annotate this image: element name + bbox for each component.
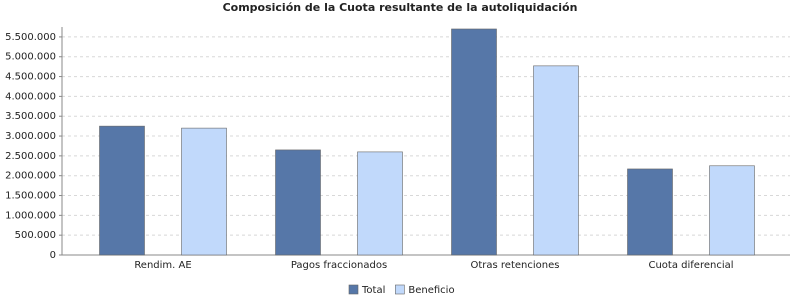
- legend-label: Total: [361, 285, 385, 296]
- y-tick-label: 4.000.000: [5, 91, 56, 102]
- legend-swatch: [395, 284, 405, 295]
- y-tick-label: 4.500.000: [5, 72, 56, 83]
- x-tick-label: Cuota diferencial: [648, 260, 733, 271]
- y-tick-label: 3.000.000: [5, 131, 56, 142]
- x-tick-label: Rendim. AE: [134, 260, 191, 271]
- bar: [275, 149, 321, 256]
- bar: [451, 28, 497, 256]
- bar: [181, 127, 227, 256]
- y-tick-label: 5.000.000: [5, 52, 56, 63]
- x-tick-label: Otras retenciones: [471, 260, 560, 271]
- y-tick-label: 5.500.000: [5, 32, 56, 43]
- y-tick-label: 2.000.000: [5, 171, 56, 182]
- bar: [533, 65, 579, 256]
- bar: [357, 151, 403, 256]
- y-tick-label: 3.500.000: [5, 111, 56, 122]
- y-tick-label: 500.000: [15, 230, 56, 241]
- x-tick-label: Pagos fraccionados: [291, 260, 387, 271]
- bar: [99, 125, 145, 256]
- legend-label: Beneficio: [408, 285, 454, 296]
- chart-title: Composición de la Cuota resultante de la…: [223, 1, 578, 14]
- y-tick-label: 0: [50, 250, 56, 261]
- y-tick-label: 2.500.000: [5, 151, 56, 162]
- bar: [627, 168, 673, 256]
- y-tick-label: 1.000.000: [5, 210, 56, 221]
- legend-swatch: [348, 284, 359, 295]
- bar: [709, 165, 755, 256]
- y-tick-label: 1.500.000: [5, 191, 56, 202]
